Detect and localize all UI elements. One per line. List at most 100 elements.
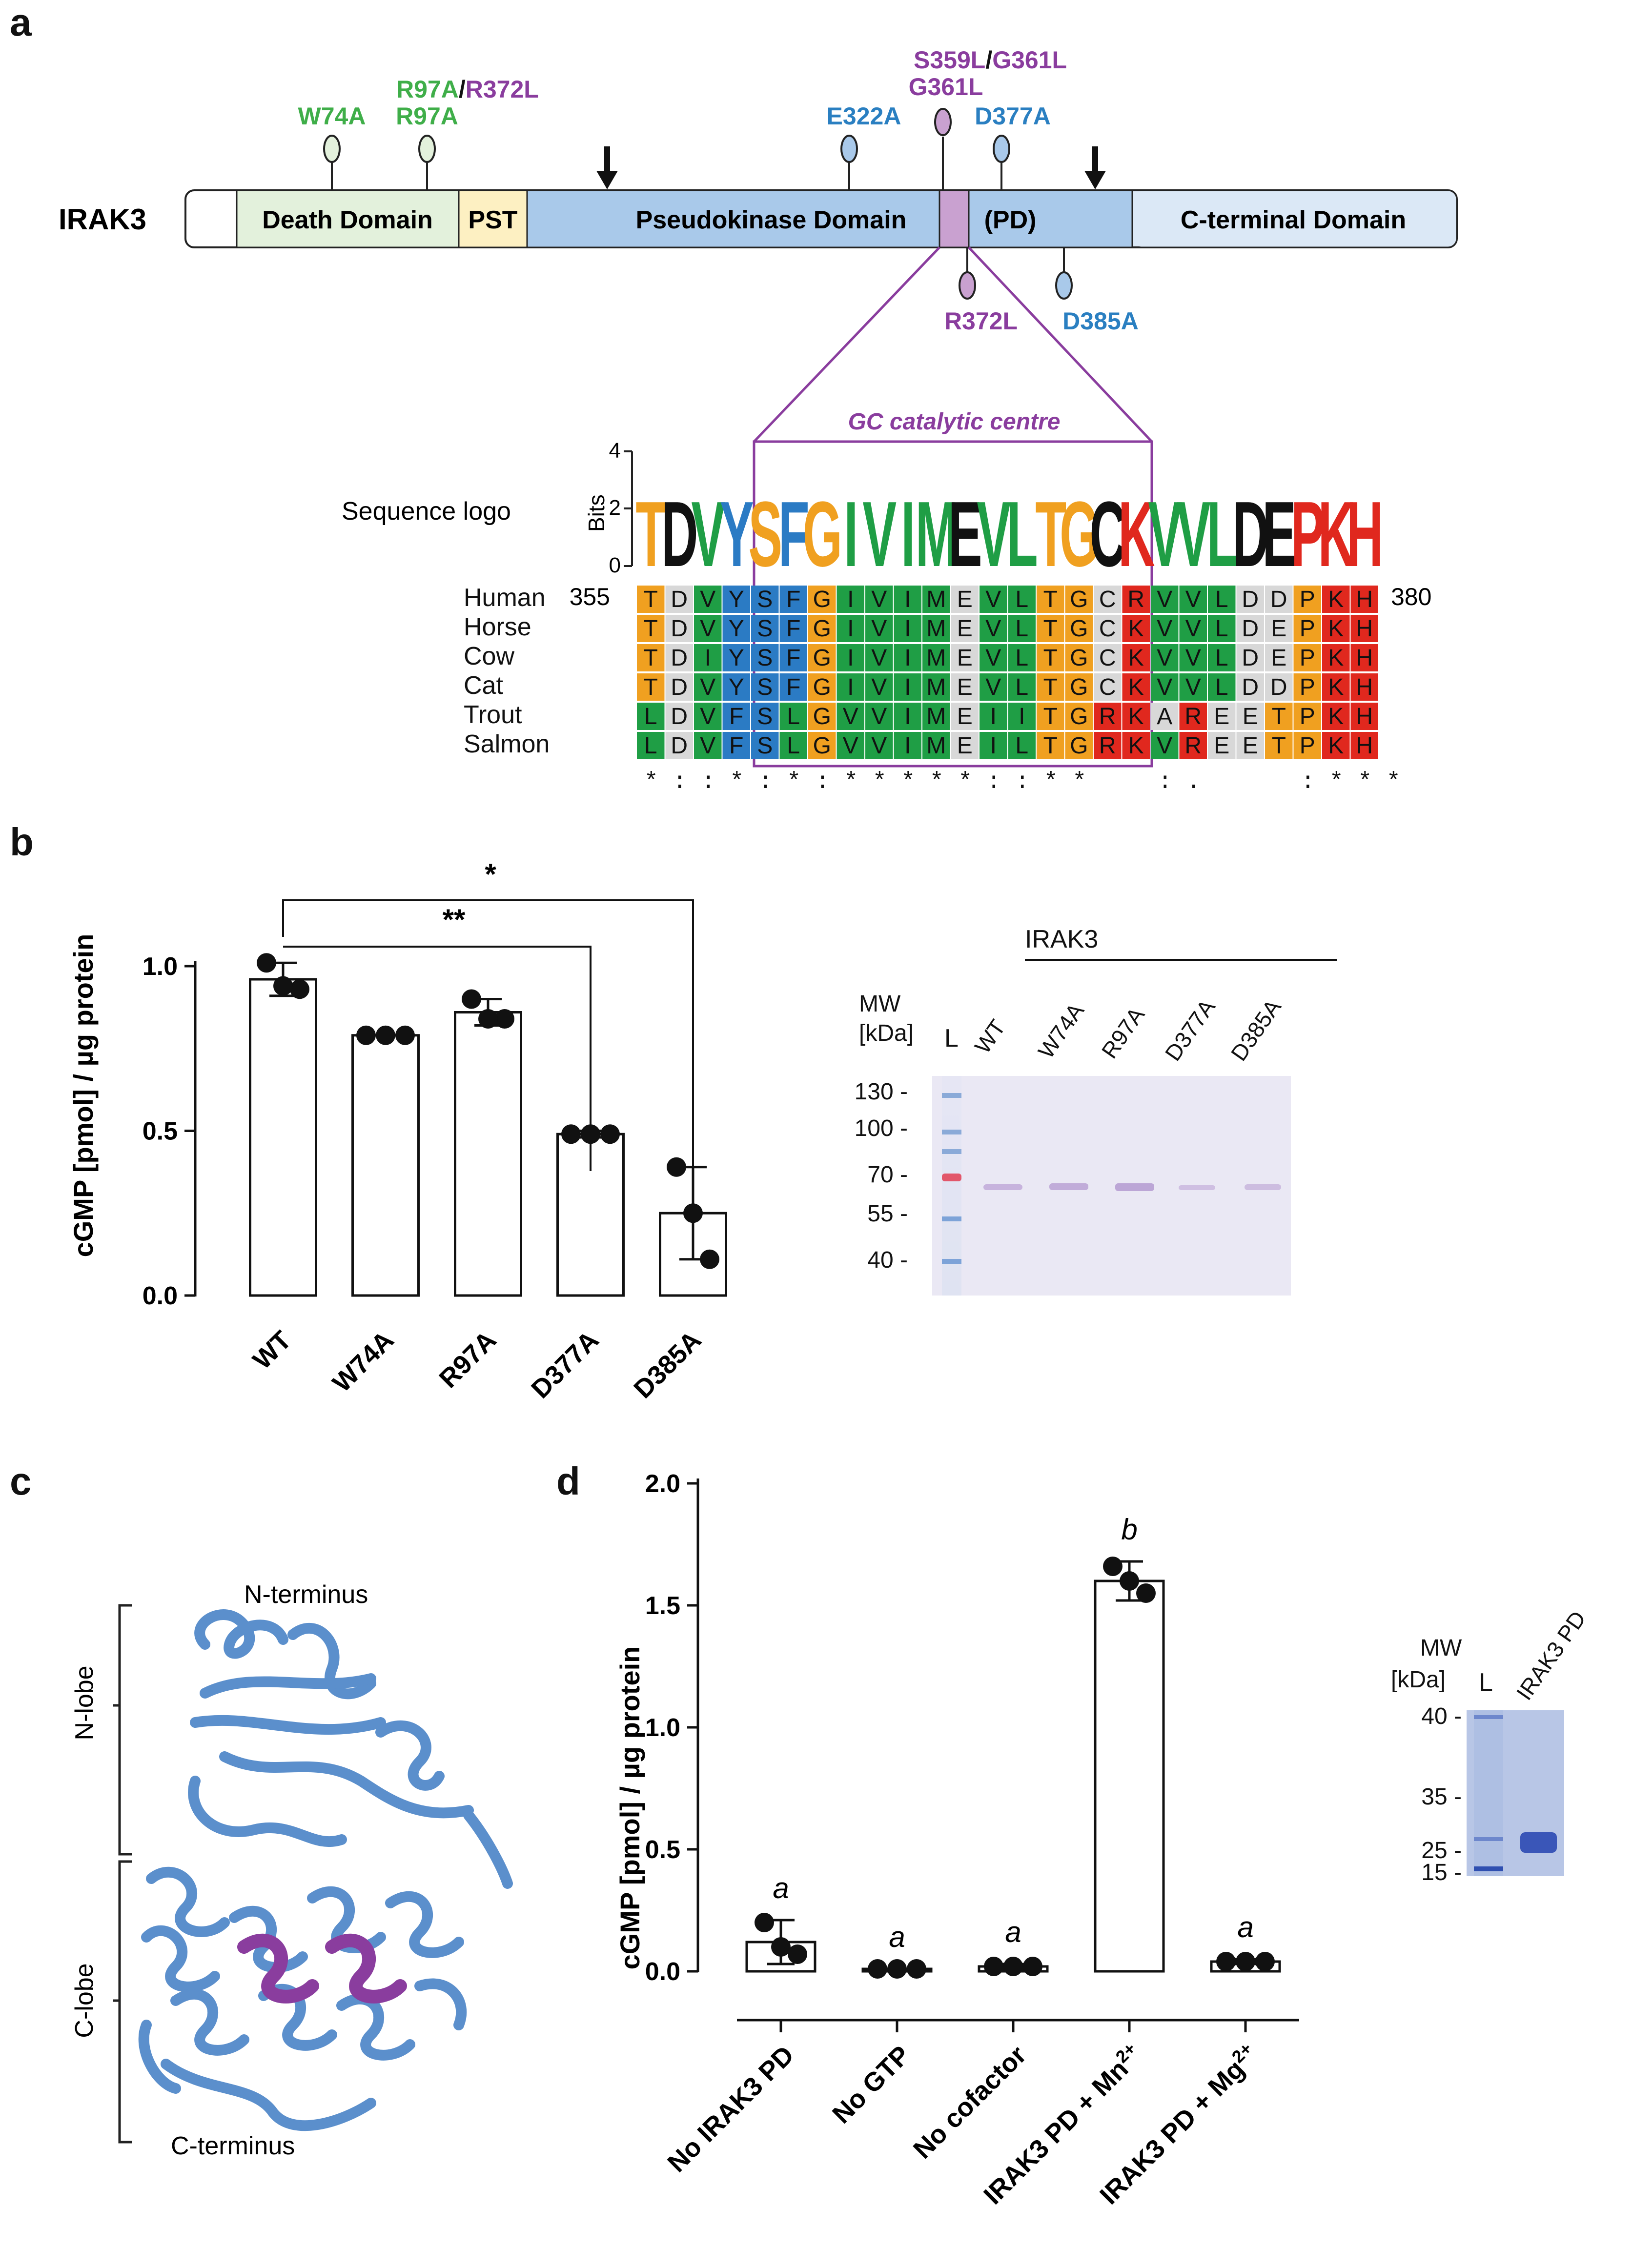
aln-cell [922, 732, 950, 759]
aln-residue: P [1300, 587, 1315, 612]
logo-letter: S [748, 483, 782, 586]
aln-residue: F [729, 704, 743, 729]
aln-residue: V [1157, 645, 1172, 671]
aln-cell [637, 673, 665, 701]
aln-cell [837, 732, 864, 759]
aln-residue: V [985, 645, 1001, 671]
aln-cell [837, 703, 864, 730]
aln-cell [1208, 644, 1236, 671]
species-human: Human [464, 584, 546, 612]
conservation-mark: : [673, 769, 687, 795]
conservation-mark: * [844, 769, 858, 795]
aln-residue: D [1242, 587, 1259, 612]
aln-residue: I [904, 704, 911, 729]
c-lobe-bracket [118, 1860, 132, 2144]
aln-residue: Y [729, 645, 744, 671]
aln-cell [894, 703, 921, 730]
aln-cell [1293, 615, 1321, 642]
data-point [907, 1959, 926, 1979]
b-gel-mw-title: MW [859, 991, 901, 1017]
aln-residue: M [926, 674, 946, 700]
aln-residue: D [671, 587, 688, 612]
aln-residue: I [990, 704, 997, 729]
aln-cell [808, 732, 836, 759]
aln-residue: I [904, 645, 911, 671]
b-lane-wt: WT [969, 1015, 1011, 1058]
n-terminus-label: N-terminus [244, 1580, 368, 1609]
aln-residue: G [1070, 704, 1088, 729]
aln-residue: S [757, 616, 773, 642]
aln-residue: K [1128, 616, 1144, 642]
aln-cell [894, 615, 921, 642]
b-gel-group-line [1025, 959, 1337, 961]
d385a-bottom-label: D385A [1062, 307, 1139, 335]
species-horse: Horse [464, 613, 531, 641]
aln-cell [1293, 732, 1321, 759]
b-x-label: R97A [433, 1325, 502, 1394]
r97a-label: R97A [396, 102, 458, 130]
aln-cell [665, 615, 693, 642]
g361l-label: G361L [909, 73, 983, 101]
aln-residue: A [1157, 704, 1172, 729]
logo-letter: E [1262, 483, 1296, 586]
conservation-mark: * [1072, 769, 1086, 795]
aln-cell [1265, 673, 1293, 701]
bits-tick-0: 0 [609, 553, 621, 577]
aln-cell [722, 615, 750, 642]
y-tick-label: 0.0 [143, 1282, 178, 1310]
aln-cell [1037, 644, 1064, 671]
aln-cell [980, 732, 1007, 759]
aln-residue: E [957, 645, 973, 671]
aln-residue: C [1099, 645, 1116, 671]
aln-residue: T [1043, 616, 1058, 642]
aln-residue: S [757, 674, 773, 700]
aln-cell [665, 673, 693, 701]
aln-residue: E [1271, 616, 1286, 642]
aln-cell [837, 644, 864, 671]
aln-residue: M [926, 616, 946, 642]
aln-residue: I [847, 674, 854, 700]
aln-residue: D [1242, 616, 1259, 642]
d-letter: a [1005, 1916, 1021, 1948]
data-point [257, 953, 276, 973]
aln-cell [951, 732, 979, 759]
aln-residue: L [1215, 674, 1228, 700]
conservation-mark: * [644, 769, 658, 795]
aln-cell [808, 644, 836, 671]
aln-residue: F [786, 645, 800, 671]
aln-residue: C [1099, 616, 1116, 642]
y-tick-label: 1.5 [645, 1592, 680, 1620]
aln-cell [1208, 732, 1236, 759]
aln-residue: F [786, 587, 800, 612]
b-sig-near: ** [443, 903, 466, 936]
bits-tick-2: 2 [609, 496, 621, 520]
data-point [290, 979, 309, 999]
aln-residue: G [1070, 645, 1088, 671]
aln-residue: D [671, 645, 688, 671]
aln-cell [1322, 673, 1350, 701]
aln-cell [922, 703, 950, 730]
aln-cell [694, 673, 722, 701]
aln-residue: D [1242, 674, 1259, 700]
aln-cell [722, 644, 750, 671]
y-tick-label: 1.0 [143, 952, 178, 981]
aln-cell [1322, 644, 1350, 671]
aln-cell [1094, 615, 1122, 642]
aln-cell [1322, 586, 1350, 613]
b-mw-100: 100 - [854, 1115, 908, 1141]
panel-a-letter: a [10, 0, 32, 44]
aln-residue: C [1099, 674, 1116, 700]
aln-residue: R [1127, 587, 1144, 612]
aln-cell [808, 703, 836, 730]
bits-label: Bits [584, 494, 609, 532]
aln-cell [1065, 703, 1093, 730]
logo-letter: L [1206, 483, 1238, 586]
aln-residue: E [957, 733, 973, 759]
aln-residue: V [985, 587, 1001, 612]
aln-residue: V [700, 616, 715, 642]
conservation-mark: * [958, 769, 972, 795]
aln-cell [665, 703, 693, 730]
logo-letter: K [1318, 483, 1355, 586]
aln-cell [779, 615, 807, 642]
aln-cell [1179, 673, 1207, 701]
